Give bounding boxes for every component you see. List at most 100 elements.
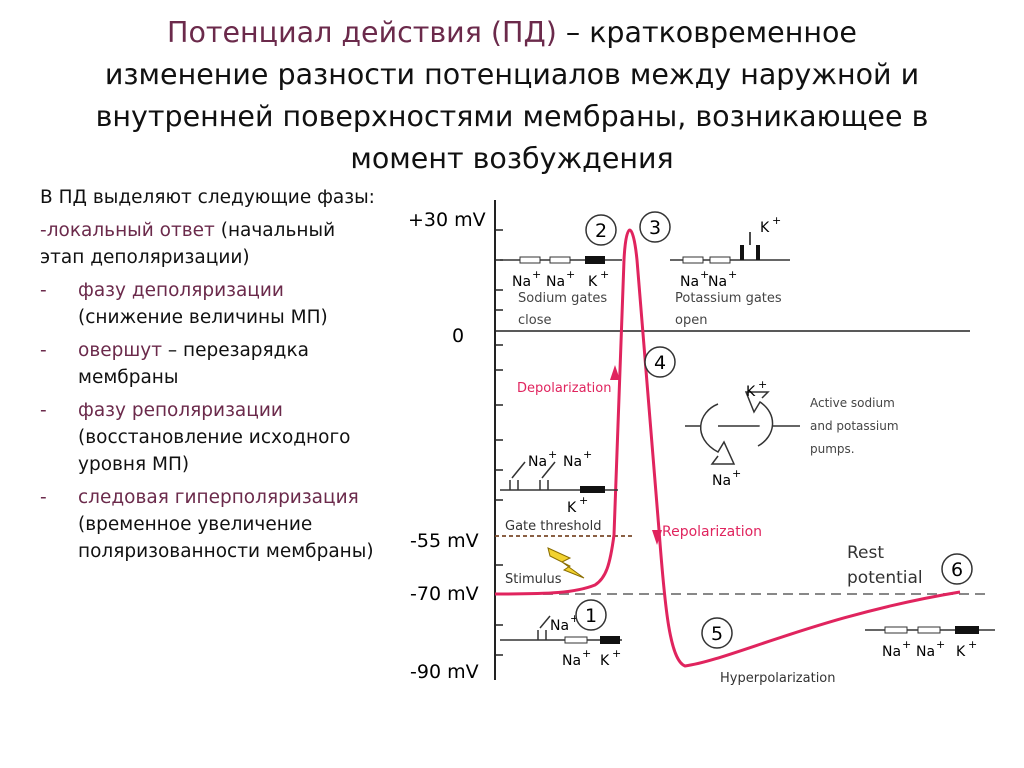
ion-plus: + — [728, 268, 737, 281]
ion-plus: + — [548, 448, 557, 461]
na-gate-closed-icon — [519, 256, 541, 264]
action-potential-curve — [494, 228, 961, 668]
na-gate-closed-icon — [549, 256, 571, 264]
na-gate-closed-icon — [682, 256, 704, 264]
phase-item-overshoot: - овершут – перезарядка мембраны — [40, 337, 385, 391]
ion-plus: + — [612, 647, 621, 660]
label-stimulus: Stimulus — [505, 572, 562, 587]
phase-dash: - — [40, 340, 47, 361]
step-marker-1: 1 — [575, 599, 607, 631]
k-pump-arrow-icon — [744, 391, 774, 447]
ion-k: K — [956, 644, 966, 660]
phase-dash: - — [40, 220, 47, 241]
y-axis-ticks — [495, 229, 503, 656]
membrane-resting-end — [865, 626, 995, 634]
y-label-plus30: +30 mV — [408, 209, 486, 231]
label-rest-line1: Rest — [847, 543, 884, 563]
step-circle — [941, 553, 973, 585]
ion-plus: + — [582, 647, 591, 660]
ion-na: Na — [680, 274, 699, 290]
label-pumps-line1: Active sodium — [810, 396, 895, 410]
phase-item-repolarization: - фазу реполяризации (восстановление исхо… — [40, 397, 385, 478]
y-label-minus70: -70 mV — [410, 583, 479, 605]
step-marker-6: 6 — [941, 553, 973, 585]
phase-desc: (временное увеличение поляризованности м… — [78, 514, 374, 562]
ion-na: Na — [712, 473, 731, 489]
phase-dash: - — [40, 487, 47, 508]
phase-dash: - — [40, 400, 47, 421]
phase-term: овершут — [78, 340, 162, 361]
ion-na: Na — [562, 653, 581, 669]
na-influx-arrow-icon — [511, 461, 526, 479]
step-circle — [575, 599, 607, 631]
ion-plus: + — [570, 612, 579, 625]
ion-plus: + — [902, 638, 911, 651]
title-line3: внутренней поверхностями мембраны, возни… — [95, 100, 929, 133]
title-term: Потенциал действия (ПД) — [167, 16, 557, 49]
ion-na: Na — [546, 274, 565, 290]
na-gate-opening-icon — [537, 630, 547, 640]
na-gate-closed-icon — [884, 626, 908, 634]
na-gate-closed-icon — [564, 636, 588, 644]
title-line2: изменение разности потенциалов между нар… — [104, 58, 920, 91]
na-influx-arrow-icon — [541, 461, 556, 479]
ion-plus: + — [566, 268, 575, 281]
label-pumps-line3: pumps. — [810, 442, 855, 456]
ion-plus: + — [936, 638, 945, 651]
ion-na: Na — [916, 644, 935, 660]
sodium-potassium-pump — [685, 391, 800, 465]
label-sodium-gates-line1: Sodium gates — [518, 291, 607, 306]
k-channel-icon — [580, 486, 605, 493]
label-potassium-gates-line2: open — [675, 313, 707, 328]
title-line4: момент возбуждения — [350, 142, 674, 175]
ion-na: Na — [550, 618, 569, 634]
label-rest-line2: potential — [847, 568, 923, 588]
ion-k: K — [760, 220, 770, 236]
step-marker-4: 4 — [644, 346, 676, 378]
ion-plus: + — [732, 467, 741, 480]
phase-desc: (начальный этап деполяризации) — [40, 220, 336, 268]
membrane-potassium-gates-open — [670, 232, 790, 264]
ion-plus: + — [758, 378, 767, 391]
ion-plus: + — [700, 268, 709, 281]
membrane-gate-threshold — [500, 461, 618, 493]
phase-dash: - — [40, 280, 47, 301]
membrane-resting-start — [500, 615, 622, 644]
y-label-minus55: -55 mV — [410, 530, 479, 552]
repolarization-arrow-icon — [652, 530, 662, 545]
stimulus-lightning-icon — [547, 547, 585, 579]
na-gate-closed-icon — [917, 626, 941, 634]
label-repolarization: Repolarization — [662, 524, 762, 540]
action-potential-diagram: +30 mV 0 -55 mV -70 mV -90 mV Depolariza… — [408, 200, 995, 686]
ion-na: Na — [563, 454, 582, 470]
step-number: 4 — [654, 352, 666, 374]
label-hyperpolarization: Hyperpolarization — [720, 671, 836, 686]
step-number: 5 — [711, 623, 723, 645]
phase-desc: (восстановление исходного уровня МП) — [78, 427, 351, 475]
y-label-minus90: -90 mV — [410, 661, 479, 683]
step-number: 3 — [649, 217, 661, 239]
ion-plus: + — [583, 448, 592, 461]
ion-na: Na — [528, 454, 547, 470]
ion-na: Na — [882, 644, 901, 660]
step-circle — [644, 346, 676, 378]
na-influx-arrow-icon — [539, 615, 551, 629]
ion-na: Na — [708, 274, 727, 290]
step-circle — [639, 211, 671, 243]
ion-k: K — [600, 653, 610, 669]
ion-plus: + — [772, 214, 781, 227]
step-circle — [585, 214, 617, 246]
depolarization-arrow-icon — [610, 365, 620, 380]
step-number: 6 — [951, 559, 963, 581]
y-label-zero: 0 — [452, 325, 464, 347]
phase-desc: – перезарядка мембраны — [78, 340, 309, 388]
k-channel-icon — [600, 636, 620, 644]
step-marker-2: 2 — [585, 214, 617, 246]
phase-item-depolarization: - фазу деполяризации (снижение величины М… — [40, 277, 385, 331]
phase-term: фазу деполяризации — [78, 280, 284, 301]
ion-plus: + — [579, 494, 588, 507]
k-channel-icon — [585, 256, 605, 264]
phase-desc: (снижение величины МП) — [78, 307, 328, 328]
label-pumps-line2: and potassium — [810, 419, 899, 433]
ion-na: Na — [512, 274, 531, 290]
